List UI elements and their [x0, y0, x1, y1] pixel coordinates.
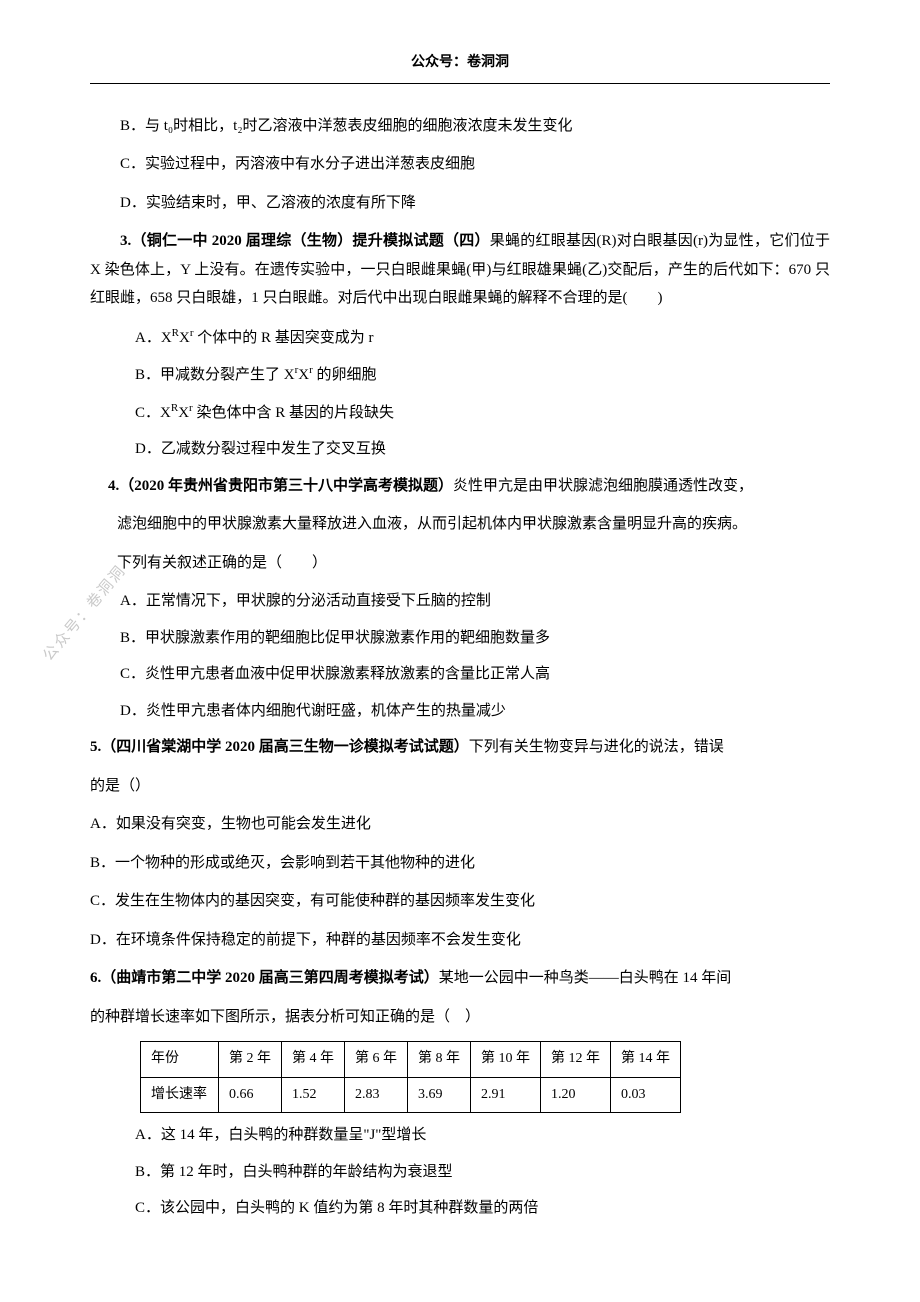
q4-option-a: A．正常情况下，甲状腺的分泌活动直接受下丘脑的控制	[90, 587, 830, 616]
q4-stem-3: 下列有关叙述正确的是（ ）	[90, 549, 830, 578]
q5-option-b: B．一个物种的形成或绝灭，会影响到若干其他物种的进化	[90, 849, 830, 878]
cell: 第 12 年	[541, 1042, 611, 1078]
q4-stem-1: 4.（2020 年贵州省贵阳市第三十八中学高考模拟题）炎性甲亢是由甲状腺滤泡细胞…	[90, 472, 830, 501]
cell: 第 2 年	[219, 1042, 282, 1078]
text: X	[179, 330, 190, 346]
q6-source: 6.（曲靖市第二中学 2020 届高三第四周考模拟考试）	[90, 970, 439, 986]
q6-option-c: C．该公园中，白头鸭的 K 值约为第 8 年时其种群数量的两倍	[90, 1194, 830, 1223]
page-content: 公众号：卷洞洞 B．与 t₀时相比，t₂时乙溶液中洋葱表皮细胞的细胞液浓度未发生…	[0, 0, 920, 1281]
q6-table: 年份 第 2 年 第 4 年 第 6 年 第 8 年 第 10 年 第 12 年…	[140, 1041, 681, 1113]
q5-text: 下列有关生物变异与进化的说法，错误	[469, 739, 724, 755]
cell: 2.83	[345, 1077, 408, 1113]
q5-stem-1: 5.（四川省棠湖中学 2020 届高三生物一诊模拟考试试题）下列有关生物变异与进…	[90, 733, 830, 762]
cell: 0.66	[219, 1077, 282, 1113]
text: 个体中的 R 基因突变成为 r	[194, 330, 374, 346]
q5-source: 5.（四川省棠湖中学 2020 届高三生物一诊模拟考试试题）	[90, 739, 469, 755]
q6-option-a: A．这 14 年，白头鸭的种群数量呈"J"型增长	[90, 1121, 830, 1150]
q4-option-c: C．炎性甲亢患者血液中促甲状腺激素释放激素的含量比正常人高	[90, 660, 830, 689]
q6-option-b: B．第 12 年时，白头鸭种群的年龄结构为衰退型	[90, 1158, 830, 1187]
cell: 增长速率	[141, 1077, 219, 1113]
cell: 0.03	[611, 1077, 681, 1113]
q5-option-d: D．在环境条件保持稳定的前提下，种群的基因频率不会发生变化	[90, 926, 830, 955]
q3-stem: 3.（铜仁一中 2020 届理综（生物）提升模拟试题（四）果蝇的红眼基因(R)对…	[90, 227, 830, 313]
q2-option-c: C．实验过程中，丙溶液中有水分子进出洋葱表皮细胞	[90, 150, 830, 179]
q2-option-d: D．实验结束时，甲、乙溶液的浓度有所下降	[90, 189, 830, 218]
q3-option-c: C．XRXr 染色体中含 R 基因的片段缺失	[90, 398, 830, 428]
cell: 第 8 年	[408, 1042, 471, 1078]
q3-option-b: B．甲减数分裂产生了 XrXr 的卵细胞	[90, 360, 830, 390]
text: X	[178, 405, 189, 421]
q3-option-d: D．乙减数分裂过程中发生了交叉互换	[90, 435, 830, 464]
text: C．X	[135, 405, 171, 421]
table-row: 增长速率 0.66 1.52 2.83 3.69 2.91 1.20 0.03	[141, 1077, 681, 1113]
q2-option-b: B．与 t₀时相比，t₂时乙溶液中洋葱表皮细胞的细胞液浓度未发生变化	[90, 112, 830, 141]
cell: 年份	[141, 1042, 219, 1078]
text: 的卵细胞	[313, 367, 377, 383]
text: B．甲减数分裂产生了 X	[135, 367, 295, 383]
cell: 1.20	[541, 1077, 611, 1113]
cell: 3.69	[408, 1077, 471, 1113]
cell: 第 10 年	[471, 1042, 541, 1078]
q4-option-b: B．甲状腺激素作用的靶细胞比促甲状腺激素作用的靶细胞数量多	[90, 624, 830, 653]
q4-option-d: D．炎性甲亢患者体内细胞代谢旺盛，机体产生的热量减少	[90, 697, 830, 726]
text: A．X	[135, 330, 172, 346]
cell: 第 14 年	[611, 1042, 681, 1078]
cell: 1.52	[282, 1077, 345, 1113]
q5-stem-2: 的是（）	[90, 772, 830, 801]
page-header: 公众号：卷洞洞	[90, 50, 830, 84]
q5-option-a: A．如果没有突变，生物也可能会发生进化	[90, 810, 830, 839]
q4-stem-2: 滤泡细胞中的甲状腺激素大量释放进入血液，从而引起机体内甲状腺激素含量明显升高的疾…	[90, 510, 830, 539]
cell: 第 6 年	[345, 1042, 408, 1078]
q6-text: 某地一公园中一种鸟类——白头鸭在 14 年间	[439, 970, 732, 986]
q3-source: 3.（铜仁一中 2020 届理综（生物）提升模拟试题（四）	[120, 233, 490, 249]
q3-option-a: A．XRXr 个体中的 R 基因突变成为 r	[90, 323, 830, 353]
cell: 2.91	[471, 1077, 541, 1113]
q4-source: 4.（2020 年贵州省贵阳市第三十八中学高考模拟题）	[108, 478, 453, 494]
q6-stem-2: 的种群增长速率如下图所示，据表分析可知正确的是（ ）	[90, 1003, 830, 1032]
cell: 第 4 年	[282, 1042, 345, 1078]
q5-option-c: C．发生在生物体内的基因突变，有可能使种群的基因频率发生变化	[90, 887, 830, 916]
table-row: 年份 第 2 年 第 4 年 第 6 年 第 8 年 第 10 年 第 12 年…	[141, 1042, 681, 1078]
q6-stem-1: 6.（曲靖市第二中学 2020 届高三第四周考模拟考试）某地一公园中一种鸟类——…	[90, 964, 830, 993]
sup: R	[172, 327, 179, 339]
text: X	[298, 367, 309, 383]
q4-text: 炎性甲亢是由甲状腺滤泡细胞膜通透性改变，	[453, 478, 753, 494]
text: 染色体中含 R 基因的片段缺失	[193, 405, 394, 421]
